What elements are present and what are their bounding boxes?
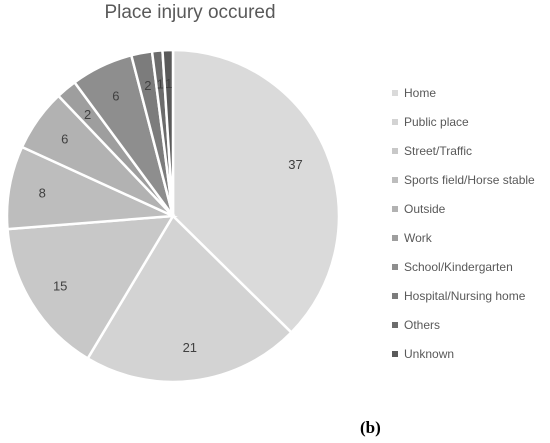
legend-swatch [392,176,398,183]
legend-item: Sports field/Horse stable [392,165,535,194]
legend-swatch [392,350,398,357]
data-label-outside: 6 [61,132,68,147]
data-label-unknown: 1 [165,76,172,91]
data-label-school-kindergarten: 6 [112,89,119,104]
legend-label: Hospital/Nursing home [404,288,526,303]
panel-label: (b) [360,418,381,437]
legend-item: Unknown [392,339,535,368]
legend-label: Home [404,85,437,100]
pie-slice-street-traffic [6,214,176,361]
legend-item: Home [392,78,535,107]
legend-label: Street/Traffic [404,143,473,158]
legend-swatch [392,292,398,299]
legend-swatch [392,263,398,270]
legend-swatch [392,205,398,212]
legend-swatch [392,147,398,154]
legend: Home Public place Street/Traffic Sports fie… [392,78,535,368]
data-label-others: 1 [157,76,164,91]
pie-slice-home [171,48,341,335]
legend-swatch [392,234,398,241]
legend-label: School/Kindergarten [404,259,513,274]
legend-label: Outside [404,201,446,216]
legend-label: Work [404,230,432,245]
pie-slice-public-place [86,213,294,384]
legend-swatch [392,89,398,96]
pie-slice-unknown [161,48,175,217]
chart-title: Place injury occured [104,2,276,23]
legend-item: Hospital/Nursing home [392,281,535,310]
legend-label: Public place [404,114,469,129]
data-label-work: 2 [84,107,91,122]
data-label-home: 37 [288,157,302,172]
legend-label: Sports field/Horse stable [404,172,535,187]
legend-label: Others [404,317,441,332]
legend-item: Public place [392,107,535,136]
legend-item: School/Kindergarten [392,252,535,281]
legend-item: Work [392,223,535,252]
legend-label: Unknown [404,346,455,361]
data-label-hospital-nursing-home: 2 [144,78,151,93]
data-label-public-place: 21 [183,340,197,355]
data-label-sports-field-horse-stable: 8 [39,185,46,200]
legend-item: Outside [392,194,535,223]
legend-swatch [392,118,398,125]
legend-swatch [392,321,398,328]
legend-item: Street/Traffic [392,136,535,165]
legend-item: Others [392,310,535,339]
data-label-street-traffic: 15 [53,279,67,294]
